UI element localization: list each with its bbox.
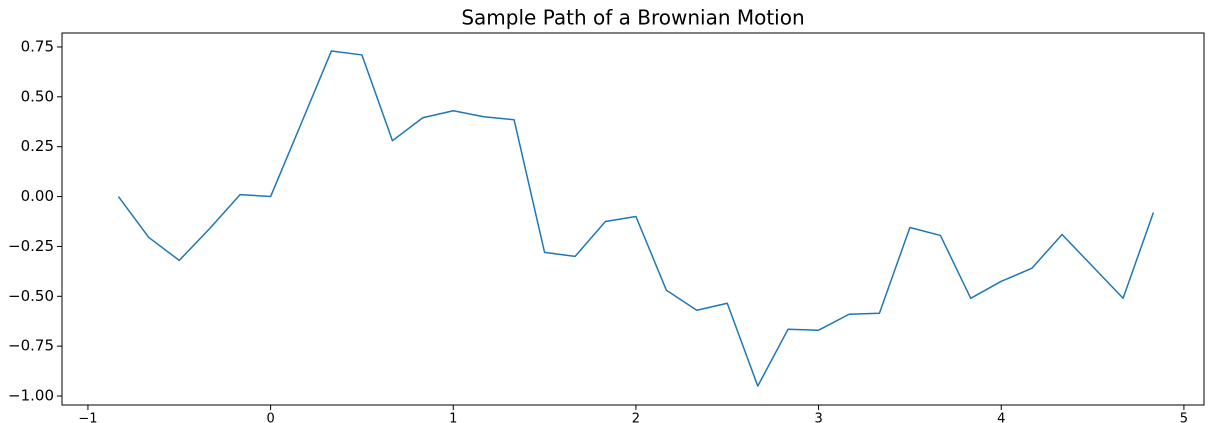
x-tick-label: 4 xyxy=(997,412,1005,423)
x-tick-label: 3 xyxy=(814,412,822,423)
chart-title: Sample Path of a Brownian Motion xyxy=(461,6,804,30)
y-tick-label: −0.50 xyxy=(8,287,54,305)
plot-frame xyxy=(61,32,1205,406)
y-tick-label: −0.75 xyxy=(8,337,54,355)
y-tick-label: −0.25 xyxy=(8,237,54,255)
x-tick-label: −1 xyxy=(78,412,97,423)
line xyxy=(117,50,1155,387)
y-tick-label: −1.00 xyxy=(8,387,54,405)
y-tick-label: 0.00 xyxy=(21,187,54,205)
x-tick-label: 0 xyxy=(266,412,274,423)
y-tick-label: 0.75 xyxy=(21,37,54,55)
x-tick-label: 2 xyxy=(632,412,640,423)
x-tick-label: 1 xyxy=(449,412,457,423)
x-tick-label: 5 xyxy=(1180,412,1188,423)
y-tick-label: 0.25 xyxy=(21,137,54,155)
y-tick-label: 0.50 xyxy=(21,87,54,105)
